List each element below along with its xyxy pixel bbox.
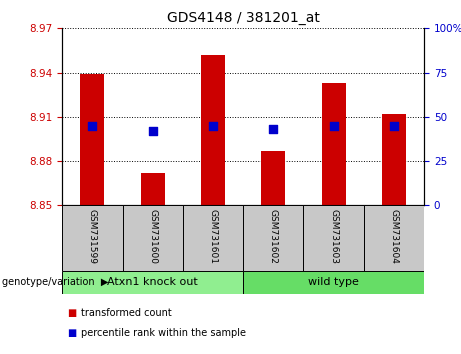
Point xyxy=(390,123,398,129)
Bar xyxy=(62,205,123,271)
Text: GSM731602: GSM731602 xyxy=(269,209,278,263)
Text: GSM731603: GSM731603 xyxy=(329,209,338,264)
Bar xyxy=(322,83,346,205)
Text: GSM731599: GSM731599 xyxy=(88,209,97,264)
Point xyxy=(270,126,277,132)
Bar xyxy=(201,55,225,205)
Bar xyxy=(303,205,364,271)
Text: percentile rank within the sample: percentile rank within the sample xyxy=(81,328,246,338)
Text: Atxn1 knock out: Atxn1 knock out xyxy=(107,277,198,287)
Text: ■: ■ xyxy=(67,308,76,318)
Text: genotype/variation  ▶: genotype/variation ▶ xyxy=(2,277,109,287)
Bar xyxy=(80,74,105,205)
Text: GSM731601: GSM731601 xyxy=(208,209,218,264)
Text: GSM731600: GSM731600 xyxy=(148,209,157,264)
Bar xyxy=(243,205,303,271)
Bar xyxy=(382,114,406,205)
Text: transformed count: transformed count xyxy=(81,308,171,318)
Point xyxy=(149,128,156,134)
Title: GDS4148 / 381201_at: GDS4148 / 381201_at xyxy=(167,11,319,24)
Bar xyxy=(141,173,165,205)
Point xyxy=(330,123,337,129)
Bar xyxy=(243,271,424,294)
Point xyxy=(89,123,96,129)
Point xyxy=(209,123,217,129)
Text: wild type: wild type xyxy=(308,277,359,287)
Bar xyxy=(123,205,183,271)
Text: ■: ■ xyxy=(67,328,76,338)
Bar xyxy=(62,271,243,294)
Text: GSM731604: GSM731604 xyxy=(390,209,398,263)
Bar xyxy=(364,205,424,271)
Bar xyxy=(261,151,285,205)
Bar xyxy=(183,205,243,271)
